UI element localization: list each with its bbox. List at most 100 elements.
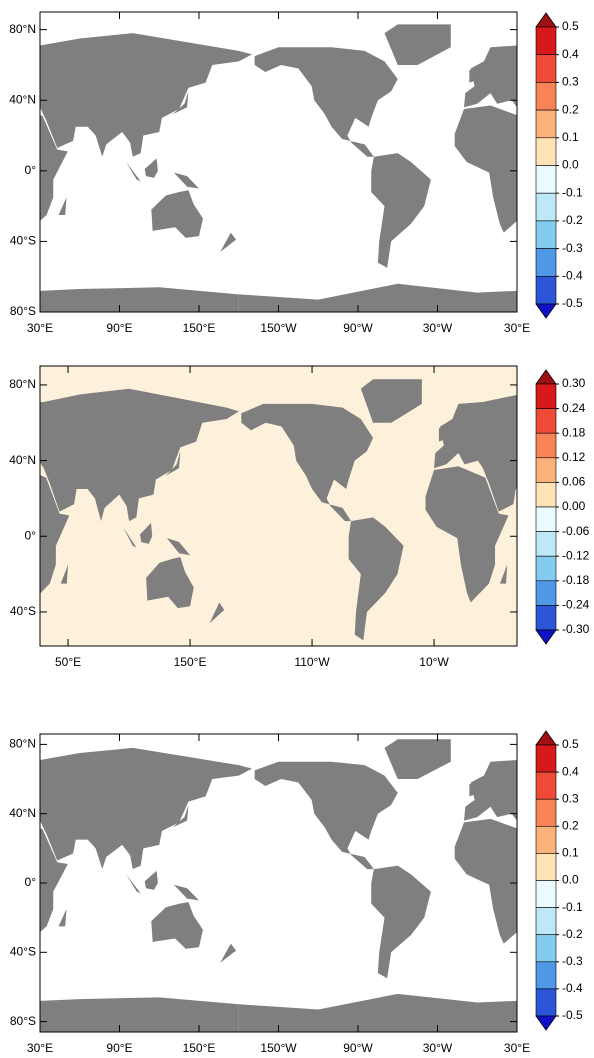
- colorbar-label: 0.0: [562, 158, 579, 172]
- land-mass: [151, 902, 203, 949]
- colorbar-band: [535, 853, 557, 881]
- colorbar-band: [535, 482, 557, 508]
- land-mass: [60, 564, 69, 584]
- colorbar-band: [535, 432, 557, 459]
- land-mass: [172, 91, 189, 115]
- colorbar-band: [535, 220, 557, 249]
- land-mass: [40, 997, 239, 1032]
- colorbar: 0.5 0.4 0.3 0.2 0.1 0.0 -0.1 -0.2 -0.3 -0.4 -0.5: [535, 730, 583, 1031]
- land-mass: [40, 287, 239, 312]
- land-mass: [254, 47, 398, 157]
- y-tick-label: 40°N: [9, 92, 36, 106]
- colorbar-label: 0.4: [562, 47, 579, 61]
- land-mass: [122, 526, 137, 548]
- y-tick-label: 80°S: [10, 1014, 36, 1028]
- y-tick-label: 40°S: [10, 604, 36, 618]
- colorbar-band: [535, 555, 557, 582]
- land-mass: [166, 538, 191, 556]
- land-mass: [126, 874, 141, 894]
- land-mass: [209, 602, 225, 624]
- colorbar-label: -0.4: [562, 268, 583, 282]
- y-tick-label: 40°S: [10, 944, 36, 958]
- x-tick-label: 110°W: [294, 655, 330, 669]
- land: [40, 379, 594, 716]
- colorbar-band: [535, 988, 557, 1017]
- colorbar-band: [535, 192, 557, 222]
- x-tick-label: 30°E: [504, 1041, 530, 1055]
- colorbar-label: 0.5: [562, 737, 579, 751]
- land-mass: [469, 782, 480, 797]
- land-mass: [438, 426, 449, 442]
- colorbar-label: -0.2: [562, 213, 583, 227]
- land-mass: [173, 884, 199, 901]
- colorbar-top-triangle: [535, 730, 557, 746]
- colorbar-label: 0.3: [562, 791, 579, 805]
- colorbar-top-triangle: [535, 369, 557, 385]
- colorbar-label: -0.4: [562, 981, 583, 995]
- y-tick-label: 80°N: [9, 377, 36, 391]
- colorbar-label: -0.5: [562, 1008, 583, 1022]
- colorbar-label: 0.2: [562, 818, 579, 832]
- land-mass: [464, 45, 517, 108]
- map-panel: 50°E 150°E 110°W 10°W 80°N 40°N 0° 40°S: [9, 365, 594, 716]
- land-mass: [454, 105, 517, 233]
- colorbar-label: 0.2: [562, 102, 579, 116]
- colorbar-band: [535, 580, 557, 606]
- land-mass: [165, 451, 181, 476]
- land-mass: [425, 466, 509, 603]
- colorbar-label: 0.1: [562, 846, 579, 860]
- colorbar-band: [535, 798, 557, 827]
- colorbar-label: 0.12: [562, 450, 586, 464]
- x-tick-label: 150°E: [183, 321, 216, 335]
- colorbar-label: 0.24: [562, 401, 586, 415]
- land-mass: [254, 761, 398, 870]
- colorbar-band: [535, 408, 557, 434]
- colorbar-label: -0.24: [562, 598, 590, 612]
- y-tick-label: 0°: [25, 528, 37, 542]
- x-tick-label: 150°E: [174, 655, 207, 669]
- land-mass: [220, 232, 237, 252]
- land-mass: [384, 739, 451, 780]
- x-tick-label: 10°W: [419, 655, 449, 669]
- colorbar-band: [535, 54, 557, 83]
- colorbar-band: [535, 275, 557, 305]
- land-mass: [220, 943, 237, 963]
- land-mass: [360, 379, 422, 423]
- colorbar-band: [535, 457, 557, 483]
- colorbar-band: [535, 506, 557, 532]
- land-mass: [227, 657, 594, 716]
- x-tick-label: 150°E: [183, 1041, 216, 1055]
- land-mass: [146, 557, 194, 609]
- land-mass: [464, 759, 517, 821]
- y-tick-label: 0°: [25, 163, 37, 177]
- colorbar-label: 0.5: [562, 19, 579, 33]
- colorbar-label: -0.3: [562, 241, 583, 255]
- land-mass: [371, 153, 431, 268]
- colorbar-label: -0.30: [562, 622, 590, 636]
- land-mass: [58, 908, 67, 927]
- land-mass: [0, 783, 3, 797]
- colorbar-band: [535, 383, 557, 409]
- colorbar-label: -0.5: [562, 296, 583, 310]
- x-tick-label: 90°E: [106, 321, 132, 335]
- land-mass: [140, 523, 153, 544]
- colorbar-bottom-triangle: [535, 629, 557, 645]
- x-tick-label: 90°W: [343, 321, 373, 335]
- land-mass: [454, 818, 517, 944]
- x-tick-label: 150°W: [260, 1041, 297, 1055]
- colorbar: 0.5 0.4 0.3 0.2 0.1 0.0 -0.1 -0.2 -0.3 -0.4 -0.5: [535, 12, 583, 319]
- land-mass: [469, 68, 480, 83]
- y-tick-label: 40°N: [9, 806, 36, 820]
- y-tick-label: 80°N: [9, 737, 36, 751]
- y-tick-label: 80°S: [10, 304, 36, 318]
- x-tick-label: 30°E: [27, 1041, 53, 1055]
- land-mass: [348, 517, 404, 641]
- colorbar-label: 0.4: [562, 764, 579, 778]
- colorbar-band: [535, 771, 557, 800]
- colorbar-label: 0.30: [562, 376, 586, 390]
- land-mass: [144, 158, 158, 178]
- colorbar-band: [535, 961, 557, 990]
- x-tick-label: 30°E: [504, 321, 530, 335]
- land-mass: [58, 197, 67, 215]
